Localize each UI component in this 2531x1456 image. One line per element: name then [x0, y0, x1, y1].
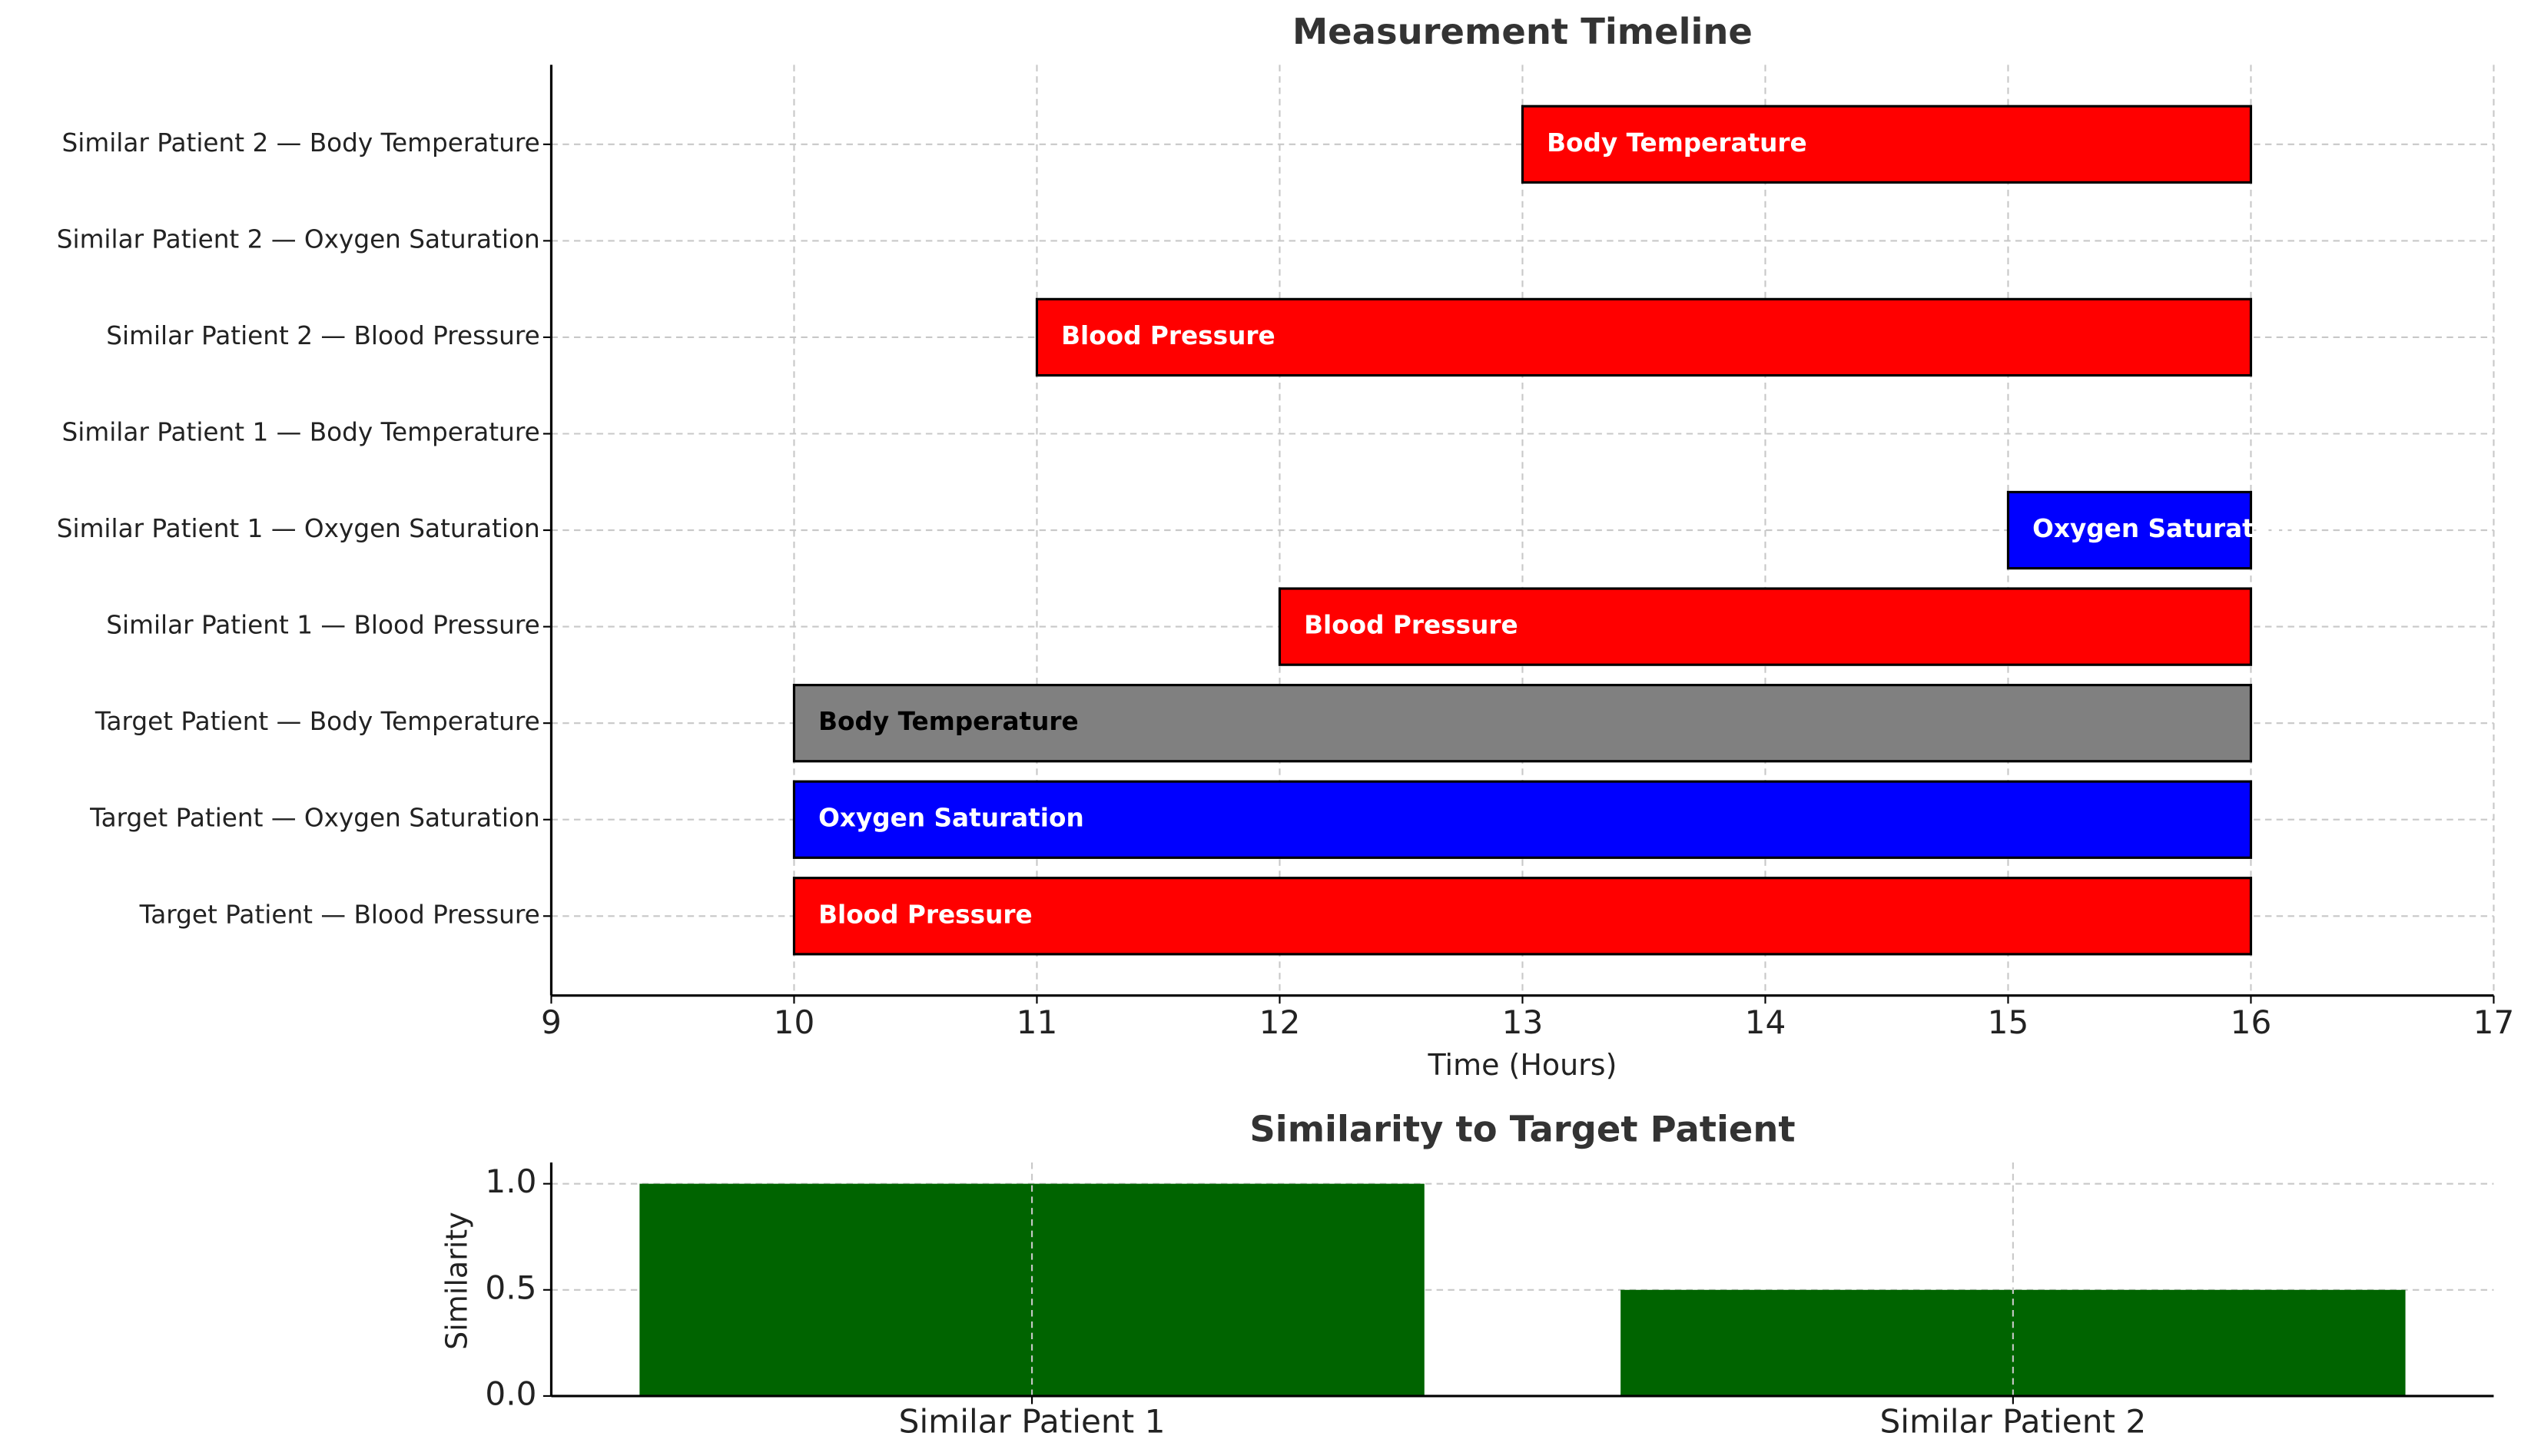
x-tick-label: 9: [541, 1003, 562, 1041]
bar-label: Oxygen Saturation: [2032, 514, 2298, 543]
bar: [792, 877, 2253, 956]
bar: [1521, 104, 2253, 184]
y-tick-label: Target Patient — Body Temperature: [95, 707, 540, 736]
y-tick-label: Target Patient — Blood Pressure: [139, 900, 540, 929]
bar-label: Blood Pressure: [1304, 611, 1518, 640]
x-tick-label: 12: [1259, 1003, 1301, 1041]
x-tick-label: 13: [1502, 1003, 1544, 1041]
x-tick-label: Similar Patient 2: [1879, 1402, 2146, 1440]
bar-label: Blood Pressure: [818, 900, 1033, 929]
chart-title: Measurement Timeline: [1292, 11, 1753, 52]
bar-label: Oxygen Saturation: [818, 804, 1084, 833]
bar-label: Body Temperature: [818, 707, 1079, 736]
x-tick-label: 14: [1745, 1003, 1786, 1041]
bar: [792, 683, 2253, 763]
y-tick-label: Similar Patient 2 — Blood Pressure: [106, 321, 539, 350]
bar: [792, 780, 2253, 859]
x-tick-label: 11: [1017, 1003, 1058, 1041]
y-tick-label: Similar Patient 2 — Oxygen Saturation: [57, 224, 540, 254]
y-tick-label: 0.0: [485, 1375, 536, 1412]
y-tick-label: Similar Patient 1 — Body Temperature: [62, 418, 540, 447]
y-tick-label: Similar Patient 1 — Oxygen Saturation: [57, 514, 540, 543]
x-tick-label: 15: [1988, 1003, 2029, 1041]
bar-label: Body Temperature: [1547, 128, 1807, 158]
y-tick-label: Similar Patient 1 — Blood Pressure: [106, 611, 539, 640]
x-tick-label: 17: [2473, 1003, 2515, 1041]
bar: [2006, 490, 2253, 570]
y-tick-label: Similar Patient 2 — Body Temperature: [62, 128, 540, 158]
y-tick-label: Target Patient — Oxygen Saturation: [89, 804, 540, 833]
bar-label: Blood Pressure: [1061, 321, 1275, 350]
y-tick-label: 0.5: [485, 1269, 536, 1306]
x-tick-label: 16: [2231, 1003, 2272, 1041]
x-tick-label: 10: [774, 1003, 815, 1041]
x-axis-label: Time (Hours): [1428, 1048, 1617, 1082]
bar: [1278, 587, 2253, 666]
bar: [1035, 297, 2253, 377]
y-axis-label: Similarity: [440, 1212, 474, 1350]
chart-title: Similarity to Target Patient: [1249, 1108, 1795, 1149]
x-tick-label: Similar Patient 1: [899, 1402, 1166, 1440]
y-tick-label: 1.0: [485, 1162, 536, 1200]
